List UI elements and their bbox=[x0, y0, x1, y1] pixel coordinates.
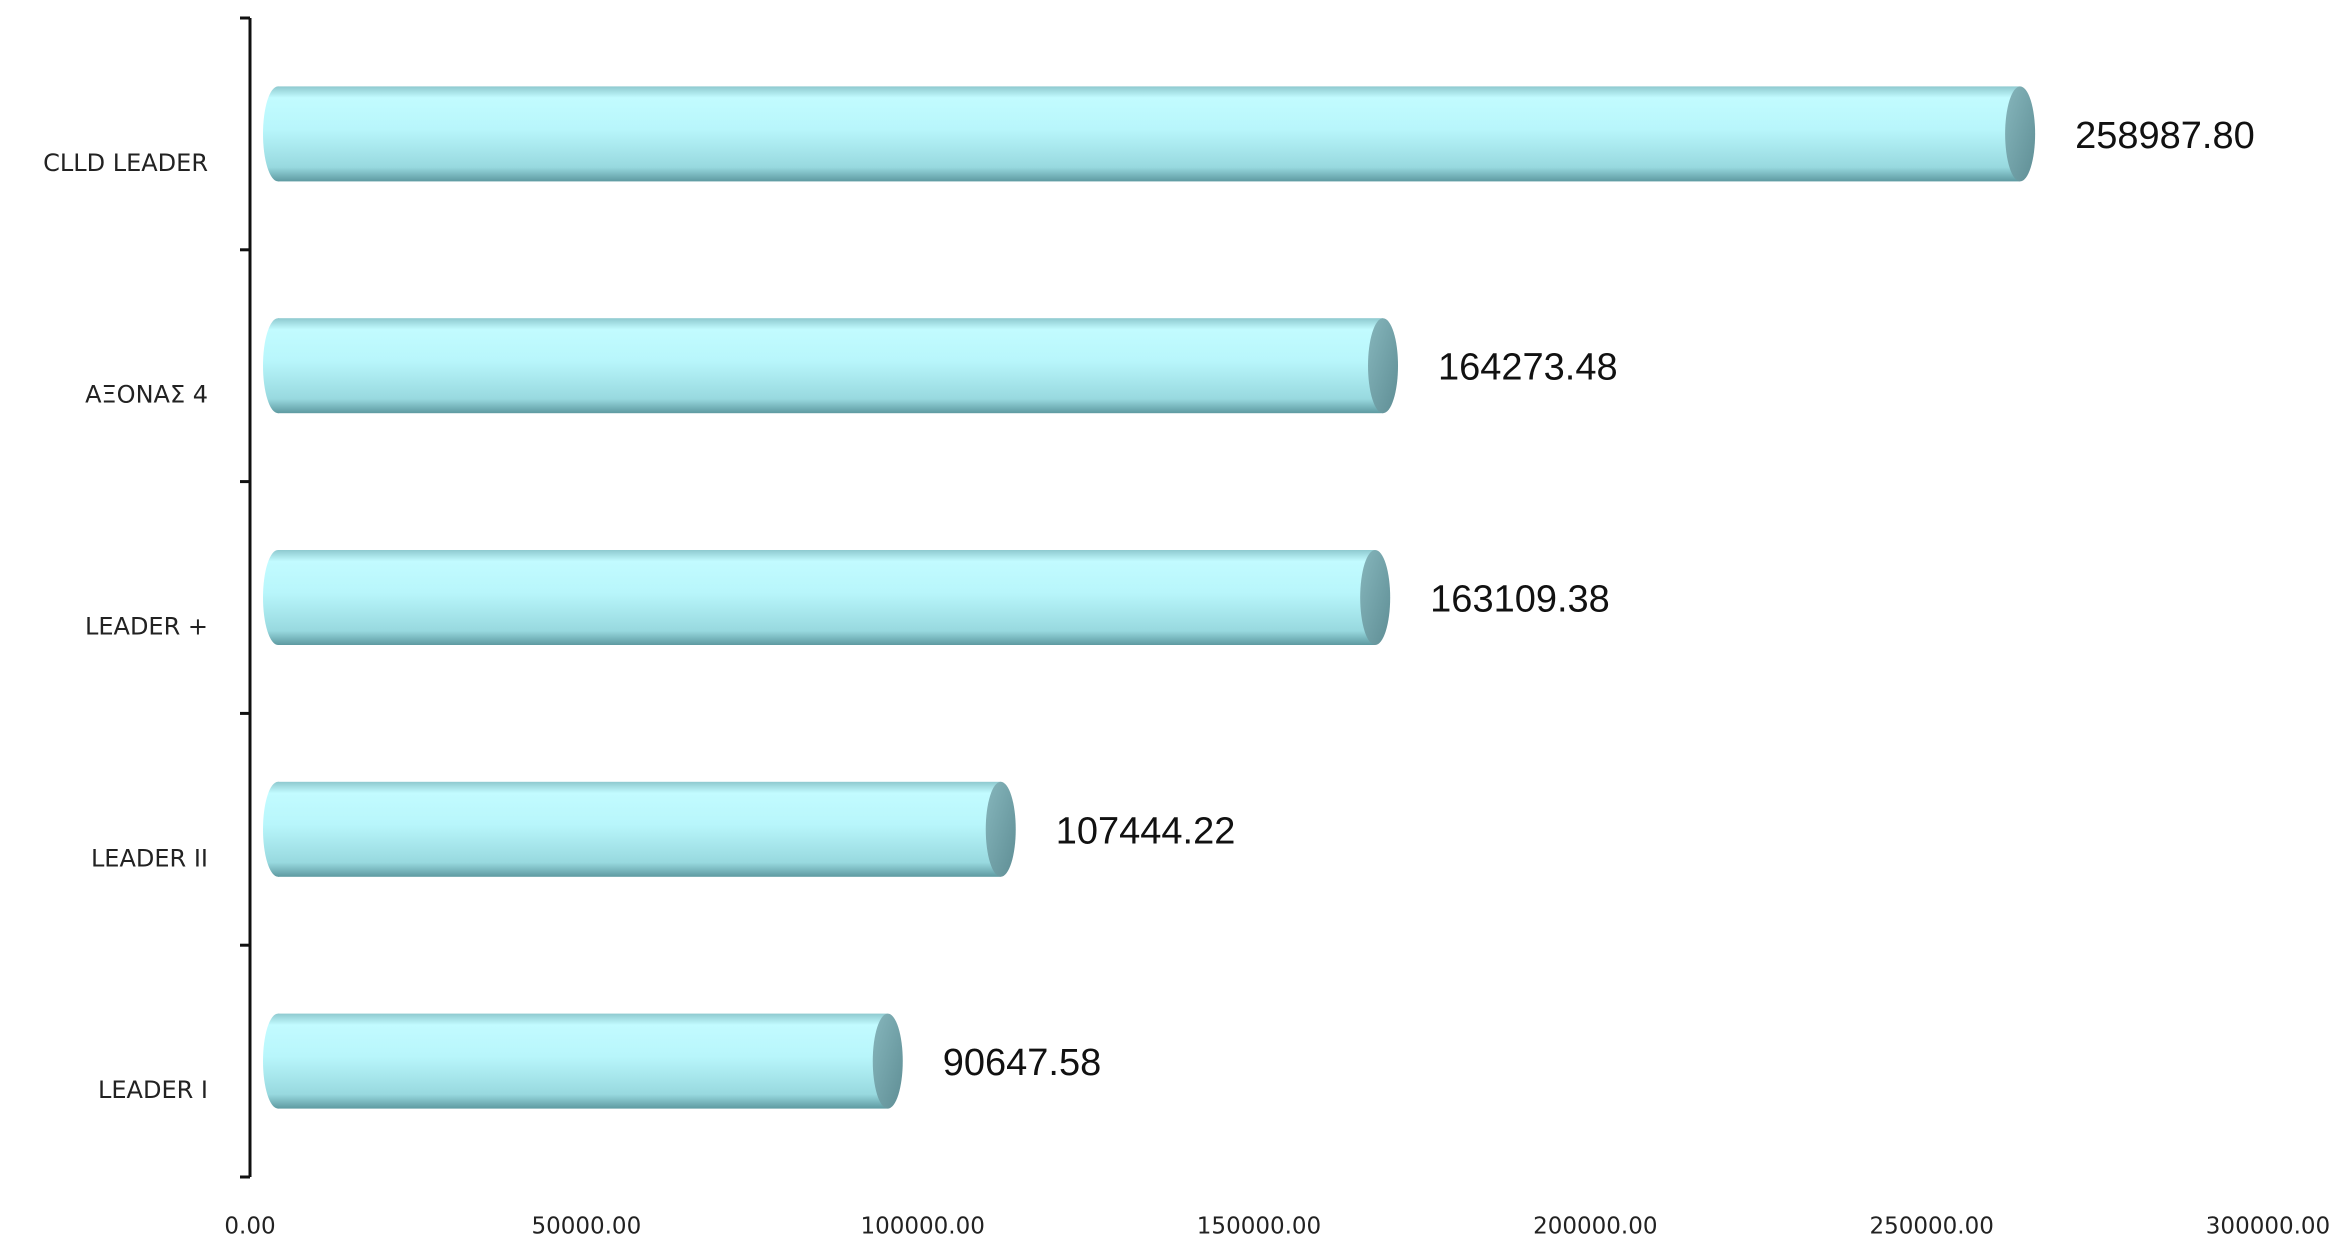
value-label: 258987.80 bbox=[2075, 115, 2255, 157]
value-label: 163109.38 bbox=[1430, 579, 1610, 621]
x-tick-label: 250000.00 bbox=[1869, 1214, 1993, 1240]
bar-cap bbox=[872, 1013, 903, 1109]
bar bbox=[278, 550, 1376, 645]
x-tick-label: 300000.00 bbox=[2206, 1214, 2330, 1240]
bar bbox=[278, 781, 1001, 877]
x-tick-label: 200000.00 bbox=[1533, 1214, 1657, 1240]
y-tick-label: CLLD LEADER bbox=[43, 149, 208, 177]
bar-cap bbox=[2005, 86, 2036, 182]
value-label: 164273.48 bbox=[1438, 347, 1618, 389]
x-tick-label: 150000.00 bbox=[1197, 1214, 1321, 1240]
y-tick-label: LEADER + bbox=[85, 613, 208, 641]
bar bbox=[278, 318, 1384, 414]
bar-cap bbox=[985, 781, 1016, 877]
y-tick-label: ΑΞΟΝΑΣ 4 bbox=[85, 381, 208, 409]
x-tick-label: 50000.00 bbox=[531, 1214, 641, 1240]
bar-cap bbox=[1368, 318, 1399, 414]
x-tick-label: 100000.00 bbox=[860, 1214, 984, 1240]
bar bbox=[278, 1013, 888, 1109]
value-label: 107444.22 bbox=[1056, 810, 1236, 852]
y-tick-label: LEADER I bbox=[98, 1076, 208, 1104]
bar bbox=[278, 86, 2021, 182]
x-tick-label: 0.00 bbox=[224, 1214, 275, 1240]
value-label: 90647.58 bbox=[943, 1042, 1102, 1084]
y-tick-label: LEADER II bbox=[91, 844, 208, 872]
bar-cap bbox=[1360, 550, 1391, 645]
